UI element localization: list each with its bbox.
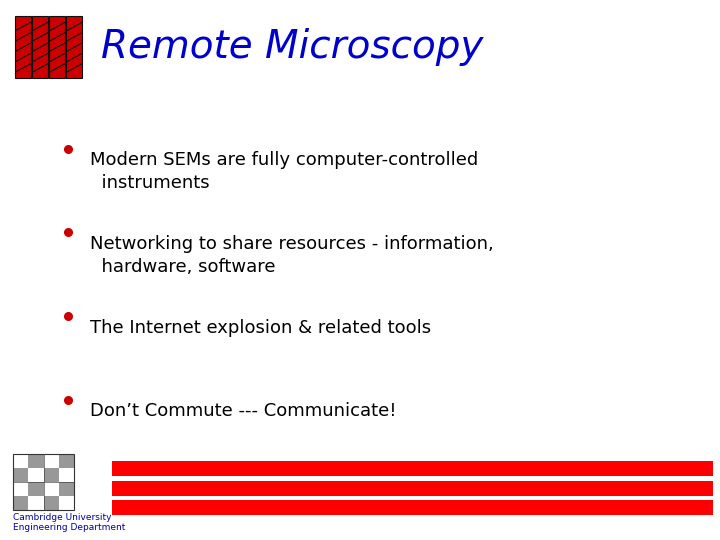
Bar	[13, 468, 28, 482]
Text: Cambridge University
Engineering Department: Cambridge University Engineering Departm…	[13, 513, 125, 532]
Bar	[15, 16, 31, 78]
Text: Remote Microscopy: Remote Microscopy	[101, 28, 483, 66]
FancyBboxPatch shape	[13, 454, 74, 510]
Bar	[50, 16, 65, 78]
Text: Don’t Commute --- Communicate!: Don’t Commute --- Communicate!	[90, 402, 397, 420]
Bar	[13, 496, 28, 510]
Bar	[44, 468, 59, 482]
Text: Networking to share resources - information,
  hardware, software: Networking to share resources - informat…	[90, 235, 494, 276]
Bar	[28, 482, 44, 496]
Bar	[112, 500, 713, 515]
Bar	[44, 496, 59, 510]
Bar	[28, 454, 44, 468]
Bar	[59, 454, 74, 468]
Bar	[32, 16, 48, 78]
Text: Modern SEMs are fully computer-controlled
  instruments: Modern SEMs are fully computer-controlle…	[90, 151, 478, 192]
Bar	[112, 481, 713, 496]
Bar	[112, 461, 713, 476]
Bar	[66, 16, 82, 78]
Text: The Internet explosion & related tools: The Internet explosion & related tools	[90, 319, 431, 336]
Bar	[59, 482, 74, 496]
